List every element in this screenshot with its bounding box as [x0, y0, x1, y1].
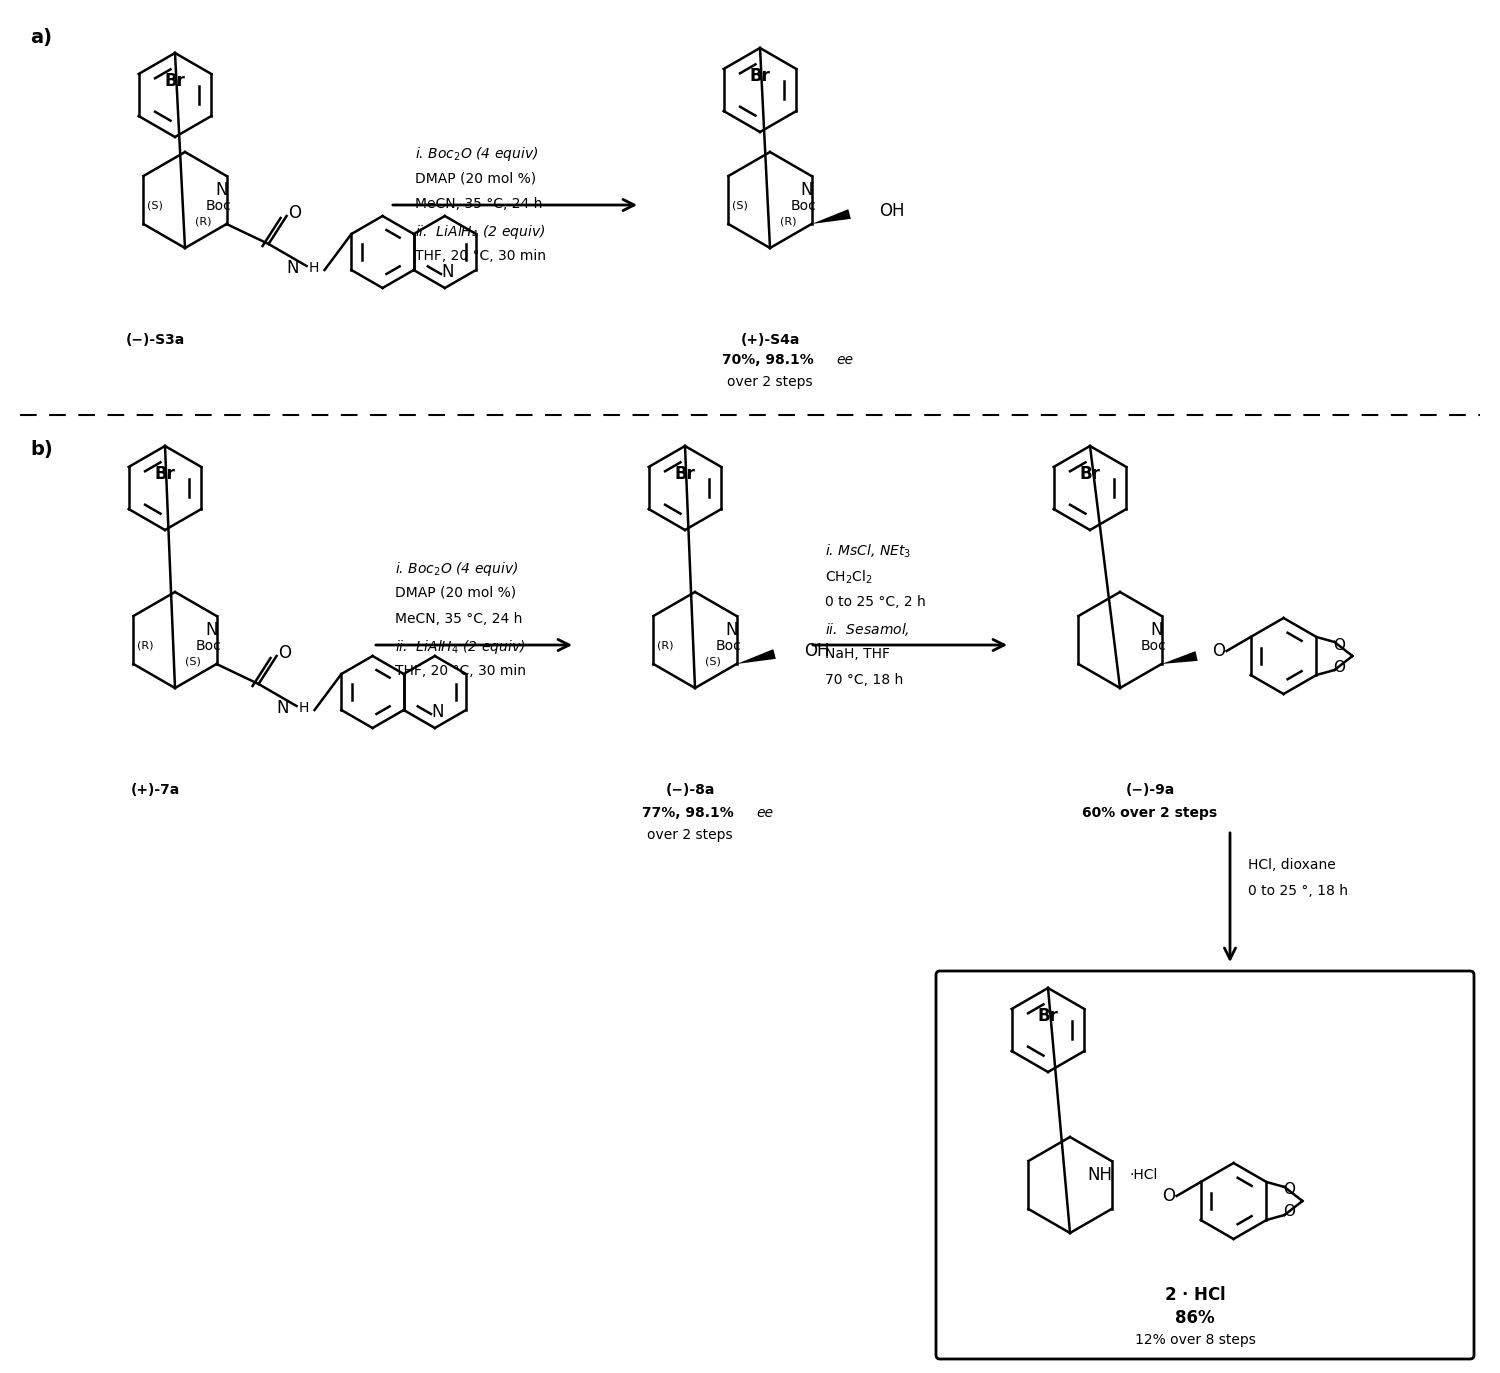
Text: O: O [1334, 659, 1346, 674]
Text: $ii$.  LiAlH$_4$ (2 equiv): $ii$. LiAlH$_4$ (2 equiv) [416, 222, 546, 242]
Text: $ii$.  Sesamol,: $ii$. Sesamol, [825, 621, 909, 638]
Text: $i$. Boc$_2$O (4 equiv): $i$. Boc$_2$O (4 equiv) [394, 560, 518, 578]
Text: (R): (R) [657, 640, 674, 649]
Text: N: N [276, 699, 288, 717]
Text: 77%, 98.1%: 77%, 98.1% [642, 806, 738, 820]
Text: over 2 steps: over 2 steps [646, 828, 734, 842]
Text: $i$. MsCl, NEt$_3$: $i$. MsCl, NEt$_3$ [825, 542, 912, 560]
Text: (+)-7a: (+)-7a [130, 783, 180, 796]
Text: O: O [1334, 637, 1346, 652]
Text: $ii$.  LiAlH$_4$ (2 equiv): $ii$. LiAlH$_4$ (2 equiv) [394, 638, 525, 656]
Text: OH: OH [804, 643, 830, 660]
Text: DMAP (20 mol %): DMAP (20 mol %) [416, 172, 536, 185]
Text: Br: Br [154, 465, 176, 483]
Text: ee: ee [756, 806, 772, 820]
Text: N: N [726, 621, 738, 638]
Text: 70 °C, 18 h: 70 °C, 18 h [825, 673, 903, 686]
Text: Br: Br [675, 465, 696, 483]
Text: THF, 20 °C, 30 min: THF, 20 °C, 30 min [416, 249, 546, 264]
Text: Br: Br [165, 71, 186, 91]
Text: 12% over 8 steps: 12% over 8 steps [1134, 1333, 1256, 1347]
Text: O: O [1162, 1188, 1174, 1205]
Polygon shape [1112, 1196, 1148, 1210]
Polygon shape [812, 209, 850, 224]
Text: 86%: 86% [1174, 1308, 1215, 1326]
Text: Boc: Boc [206, 199, 231, 213]
Text: O: O [1284, 1182, 1296, 1197]
Text: NH: NH [1088, 1166, 1112, 1184]
Text: 70%, 98.1%: 70%, 98.1% [722, 353, 819, 367]
Text: THF, 20 °C, 30 min: THF, 20 °C, 30 min [394, 665, 526, 678]
Text: Boc: Boc [195, 638, 222, 654]
Text: Boc: Boc [716, 638, 741, 654]
Text: N: N [1150, 621, 1162, 638]
Text: MeCN, 35 °C, 24 h: MeCN, 35 °C, 24 h [394, 612, 522, 626]
FancyBboxPatch shape [936, 971, 1474, 1359]
Text: OH: OH [879, 202, 904, 220]
Text: (+)-S4a: (+)-S4a [741, 334, 800, 347]
Text: 0 to 25 °, 18 h: 0 to 25 °, 18 h [1248, 884, 1348, 898]
Text: $i$. Boc$_2$O (4 equiv): $i$. Boc$_2$O (4 equiv) [416, 146, 538, 163]
Text: ee: ee [836, 353, 854, 367]
Text: N: N [216, 181, 228, 199]
Text: O: O [1212, 643, 1225, 660]
Text: DMAP (20 mol %): DMAP (20 mol %) [394, 586, 516, 600]
Text: CH$_2$Cl$_2$: CH$_2$Cl$_2$ [825, 568, 873, 586]
Text: (R): (R) [136, 640, 153, 649]
Text: H: H [298, 702, 309, 715]
Text: over 2 steps: over 2 steps [728, 375, 813, 389]
Text: O: O [1284, 1204, 1296, 1219]
Text: O: O [278, 644, 291, 662]
Text: HCl, dioxane: HCl, dioxane [1248, 858, 1335, 872]
Text: 0 to 25 °C, 2 h: 0 to 25 °C, 2 h [825, 595, 926, 610]
Text: b): b) [30, 439, 52, 459]
Text: a): a) [30, 27, 52, 47]
Text: O: O [288, 205, 302, 222]
Text: (R): (R) [195, 217, 211, 227]
Text: 60% over 2 steps: 60% over 2 steps [1083, 806, 1218, 820]
Text: (−)-9a: (−)-9a [1125, 783, 1174, 796]
Text: ·HCl: ·HCl [1130, 1168, 1158, 1182]
Text: (S): (S) [705, 658, 722, 667]
Text: MeCN, 35 °C, 24 h: MeCN, 35 °C, 24 h [416, 196, 543, 211]
Text: Boc: Boc [790, 199, 816, 213]
Text: (S): (S) [732, 200, 748, 210]
Text: Br: Br [1038, 1006, 1059, 1026]
Text: (S): (S) [147, 200, 164, 210]
Text: N: N [286, 259, 298, 277]
Text: (R): (R) [780, 217, 796, 227]
Text: Br: Br [750, 67, 771, 85]
Text: (−)-8a: (−)-8a [666, 783, 714, 796]
Polygon shape [1161, 651, 1197, 665]
Text: H: H [309, 261, 320, 275]
Text: Boc: Boc [1140, 638, 1167, 654]
Text: $\mathbf{2}$ · HCl: $\mathbf{2}$ · HCl [1164, 1287, 1226, 1304]
Text: N: N [432, 703, 444, 721]
Text: N: N [441, 262, 454, 281]
Text: NaH, THF: NaH, THF [825, 647, 890, 660]
Text: (S): (S) [184, 658, 201, 667]
Text: Br: Br [1080, 465, 1101, 483]
Polygon shape [736, 649, 776, 665]
Text: (−)-S3a: (−)-S3a [126, 334, 184, 347]
Text: N: N [801, 181, 813, 199]
Text: N: N [206, 621, 218, 638]
